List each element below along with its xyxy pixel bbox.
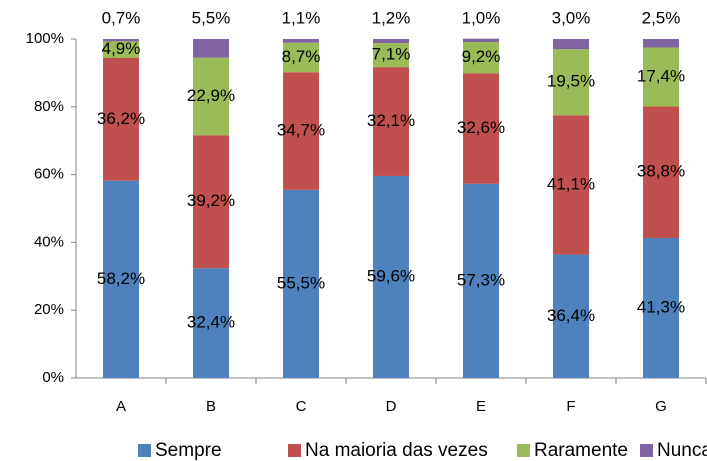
bar-segment (643, 47, 679, 107)
y-tick-label: 20% (34, 301, 64, 318)
data-label: 39,2% (187, 191, 235, 210)
data-label: 17,4% (637, 66, 685, 85)
legend-swatch (138, 444, 151, 457)
data-label: 41,3% (637, 297, 685, 316)
x-tick-label: E (476, 398, 486, 415)
data-label: 32,6% (457, 118, 505, 137)
bar-segment (463, 38, 499, 43)
bar-segment (193, 268, 229, 378)
bar-segment (463, 183, 499, 378)
bar-segment (193, 135, 229, 269)
bar-segment (283, 72, 319, 190)
data-label: 1,2% (372, 8, 411, 27)
data-label: 9,2% (462, 47, 501, 66)
y-tick-label: 80% (34, 98, 64, 115)
data-label: 58,2% (97, 269, 145, 288)
data-label: 36,4% (547, 306, 595, 325)
legend-swatch (517, 444, 530, 457)
legend-swatch (288, 444, 301, 457)
data-label: 0,7% (102, 8, 141, 27)
data-label: 22,9% (187, 86, 235, 105)
bar-segment (463, 42, 499, 74)
legend-label: Nunca (657, 440, 707, 461)
data-label: 32,4% (187, 313, 235, 332)
legend-label: Raramente (534, 440, 628, 461)
data-label: 19,5% (547, 72, 595, 91)
data-label: 1,0% (462, 8, 501, 27)
legend-swatch (640, 444, 653, 457)
bar-segment (193, 57, 229, 136)
x-tick-label: F (566, 398, 575, 415)
data-label: 55,5% (277, 273, 325, 292)
bar-segment (103, 39, 139, 42)
bar-segment (553, 39, 589, 50)
data-label: 38,8% (637, 162, 685, 181)
y-tick-label: 100% (26, 30, 64, 47)
y-tick-label: 0% (42, 369, 64, 386)
x-tick-label: D (386, 398, 397, 415)
bar-segment (373, 43, 409, 68)
x-tick-label: C (296, 398, 307, 415)
legend-label: Sempre (155, 440, 222, 461)
bar-segment (643, 39, 679, 48)
legend-label: Na maioria das vezes (305, 440, 488, 461)
data-label: 34,7% (277, 121, 325, 140)
bar-segment (643, 106, 679, 238)
data-label: 57,3% (457, 270, 505, 289)
data-label: 4,9% (102, 39, 141, 58)
bar-segment (553, 49, 589, 116)
x-tick-label: G (655, 398, 667, 415)
data-label: 3,0% (552, 8, 591, 27)
bar-segment (103, 180, 139, 378)
data-label: 36,2% (97, 109, 145, 128)
x-tick-label: B (206, 398, 216, 415)
bar-segment (103, 57, 139, 181)
data-label: 5,5% (192, 8, 231, 27)
bar-segment (373, 175, 409, 378)
bar-segment (553, 115, 589, 255)
data-label: 41,1% (547, 174, 595, 193)
bar-segment (463, 73, 499, 184)
data-label: 59,6% (367, 266, 415, 285)
bar-segment (193, 39, 229, 58)
data-label: 8,7% (282, 47, 321, 66)
data-label: 7,1% (372, 45, 411, 64)
y-tick-label: 40% (34, 233, 64, 250)
y-tick-label: 60% (34, 166, 64, 183)
bar-segment (373, 67, 409, 176)
data-label: 2,5% (642, 8, 681, 27)
bar-segment (373, 39, 409, 44)
bar-segment (283, 42, 319, 73)
bar-segment (553, 254, 589, 378)
bar-segment (643, 237, 679, 378)
bar-segment (283, 39, 319, 43)
bar-segment (283, 189, 319, 378)
x-tick-label: A (116, 398, 126, 415)
data-label: 32,1% (367, 111, 415, 130)
bar-segment (103, 41, 139, 58)
data-label: 1,1% (282, 8, 321, 27)
